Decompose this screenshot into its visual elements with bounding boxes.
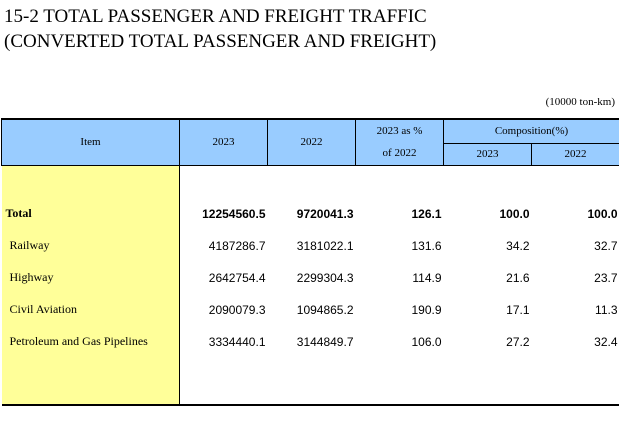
cell-pct: 126.1 xyxy=(411,206,442,221)
spacer-cell xyxy=(531,357,619,406)
title-line-1: 15-2 TOTAL PASSENGER AND FREIGHT TRAFFIC xyxy=(4,6,427,27)
table-row-pipelines: Petroleum and Gas Pipelines 3334440.1 31… xyxy=(1,325,619,358)
header-comp-2023: 2023 xyxy=(443,142,532,166)
header-item: Item xyxy=(1,118,180,166)
page-title: 15-2 TOTAL PASSENGER AND FREIGHT TRAFFIC… xyxy=(4,4,436,54)
traffic-table: Item 2023 2022 2023 as % of 2022 Composi… xyxy=(1,118,619,406)
cell-pct: 131.6 xyxy=(411,238,442,253)
spacer-row xyxy=(1,165,619,198)
cell-comp-2022: 23.7 xyxy=(594,270,618,285)
cell-comp-2023: 100.0 xyxy=(499,206,530,221)
row-item: Petroleum and Gas Pipelines xyxy=(1,325,180,358)
cell-comp-2022: 32.4 xyxy=(594,334,618,349)
spacer-cell xyxy=(355,357,444,406)
table-row-civil-aviation: Civil Aviation 2090079.3 1094865.2 190.9… xyxy=(1,293,619,326)
cell-2023: 4187286.7 xyxy=(208,238,266,253)
cell-comp-2022: 100.0 xyxy=(587,206,618,221)
cell-comp-2023: 27.2 xyxy=(506,334,530,349)
cell-2022: 3181022.1 xyxy=(296,238,354,253)
header-pct-line-1: 2023 as % xyxy=(376,125,423,138)
table-row-total: Total 12254560.5 9720041.3 126.1 100.0 1… xyxy=(1,197,619,230)
header-pct: 2023 as % of 2022 xyxy=(355,118,444,166)
header-2023: 2023 xyxy=(179,118,268,166)
cell-comp-2022: 32.7 xyxy=(594,238,618,253)
cell-comp-2022: 11.3 xyxy=(595,302,618,317)
spacer-cell xyxy=(532,165,619,198)
table-row-railway: Railway 4187286.7 3181022.1 131.6 34.2 3… xyxy=(1,229,619,262)
title-line-2: (CONVERTED TOTAL PASSENGER AND FREIGHT) xyxy=(4,31,437,52)
row-item: Total xyxy=(1,197,180,230)
cell-2022: 1094865.2 xyxy=(296,302,354,317)
spacer-row xyxy=(1,357,619,406)
unit-label: (10000 ton-km) xyxy=(545,96,615,108)
cell-2023: 2090079.3 xyxy=(208,302,266,317)
cell-pct: 190.9 xyxy=(411,302,442,317)
spacer-cell xyxy=(180,165,268,198)
table-row-highway: Highway 2642754.4 2299304.3 114.9 21.6 2… xyxy=(1,261,619,294)
cell-pct: 114.9 xyxy=(412,270,442,285)
cell-2023: 2642754.4 xyxy=(208,270,266,285)
cell-2022: 2299304.3 xyxy=(296,270,354,285)
cell-comp-2023: 34.2 xyxy=(506,238,530,253)
spacer-cell xyxy=(443,357,532,406)
cell-2022: 3144849.7 xyxy=(296,334,354,349)
header-2022: 2022 xyxy=(267,118,356,166)
spacer-item-cell xyxy=(1,357,180,406)
spacer-cell xyxy=(268,165,356,198)
row-item: Highway xyxy=(1,261,180,294)
row-item: Railway xyxy=(1,229,180,262)
header-comp-2022: 2022 xyxy=(531,142,619,166)
spacer-cell xyxy=(356,165,444,198)
cell-2023: 3334440.1 xyxy=(208,334,266,349)
spacer-cell xyxy=(179,357,268,406)
spacer-cell xyxy=(444,165,532,198)
row-item: Civil Aviation xyxy=(1,293,180,326)
header-pct-line-2: of 2022 xyxy=(382,147,417,160)
spacer-item-cell xyxy=(1,165,180,198)
cell-pct: 106.0 xyxy=(411,334,442,349)
spacer-cell xyxy=(267,357,356,406)
header-composition: Composition(%) xyxy=(443,118,619,144)
cell-2022: 9720041.3 xyxy=(296,206,354,221)
cell-comp-2023: 17.1 xyxy=(506,302,530,317)
cell-comp-2023: 21.6 xyxy=(506,270,530,285)
cell-2023: 12254560.5 xyxy=(202,206,266,221)
